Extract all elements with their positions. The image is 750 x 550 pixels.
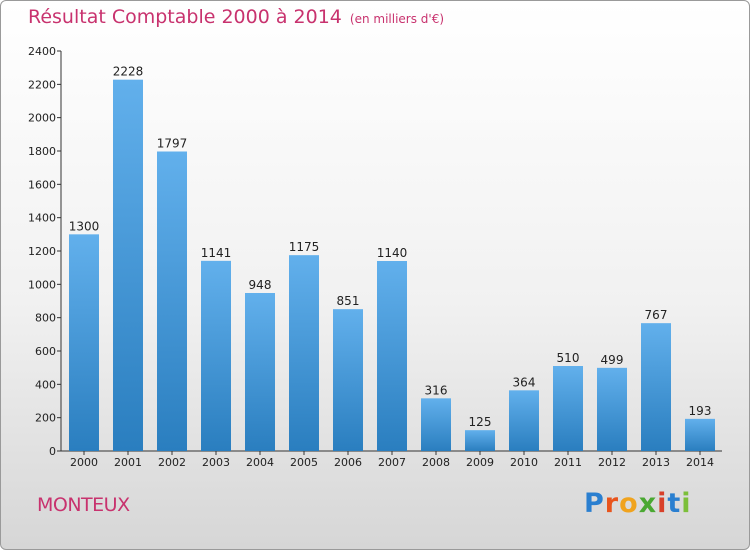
x-tick-label: 2012 — [598, 456, 626, 469]
logo-letter: i — [681, 488, 692, 519]
y-tick-label: 1600 — [28, 178, 56, 191]
bar — [377, 261, 407, 451]
y-tick-label: 2200 — [28, 78, 56, 91]
logo-letter: t — [667, 488, 682, 519]
x-tick-label: 2014 — [686, 456, 714, 469]
logo-letter: x — [638, 488, 658, 519]
y-tick-label: 0 — [49, 445, 56, 458]
logo-letter: o — [619, 488, 639, 519]
chart-title-main: Résultat Comptable 2000 à 2014 — [28, 6, 342, 28]
x-tick-label: 2013 — [642, 456, 670, 469]
x-tick-label: 2009 — [466, 456, 494, 469]
bar — [157, 151, 187, 451]
data-label: 499 — [601, 353, 624, 367]
bar — [289, 255, 319, 451]
x-tick-label: 2008 — [422, 456, 450, 469]
x-tick-label: 2003 — [202, 456, 230, 469]
bar — [201, 260, 231, 451]
x-tick-label: 2007 — [378, 456, 406, 469]
x-tick-label: 2002 — [158, 456, 186, 469]
commune-name: MONTEUX — [37, 494, 130, 516]
bar — [333, 309, 363, 451]
bar — [465, 430, 495, 451]
data-label: 1140 — [377, 246, 408, 260]
bar — [245, 293, 275, 451]
y-tick-label: 1800 — [28, 145, 56, 158]
y-tick-label: 800 — [35, 312, 56, 325]
bar — [641, 323, 671, 451]
data-label: 364 — [513, 375, 536, 389]
y-tick-label: 1200 — [28, 245, 56, 258]
logo-letter: r — [604, 488, 620, 519]
chart-title-unit: (en milliers d'€) — [349, 12, 445, 26]
bar — [597, 367, 627, 451]
y-tick-label: 600 — [35, 345, 56, 358]
proxiti-logo: Proxiti — [584, 488, 692, 519]
logo-letter: P — [584, 488, 605, 519]
x-tick-label: 2005 — [290, 456, 318, 469]
data-label: 851 — [337, 294, 360, 308]
chart-bars: 1300 2228 1797 1141 948 1175 851 1140 316 125 364 5… — [69, 65, 715, 452]
y-tick-label: 2000 — [28, 112, 56, 125]
x-tick-label: 2010 — [510, 456, 538, 469]
data-label: 767 — [645, 308, 668, 322]
x-tick-label: 2001 — [114, 456, 142, 469]
data-label: 125 — [469, 415, 492, 429]
bar — [421, 398, 451, 451]
data-label: 1175 — [289, 240, 320, 254]
data-label: 1300 — [69, 219, 100, 233]
data-label: 316 — [425, 383, 448, 397]
bar — [553, 366, 583, 451]
y-tick-label: 2400 — [28, 45, 56, 58]
data-label: 2228 — [113, 65, 144, 79]
y-tick-label: 200 — [35, 412, 56, 425]
data-label: 1141 — [201, 246, 232, 260]
bar — [113, 79, 143, 452]
data-label: 948 — [249, 278, 272, 292]
bar — [69, 234, 99, 451]
bar — [509, 390, 539, 451]
data-label: 510 — [557, 351, 580, 365]
chart-title: Résultat Comptable 2000 à 2014 (en millie… — [28, 6, 444, 28]
x-tick-label: 2000 — [70, 456, 98, 469]
x-tick-label: 2011 — [554, 456, 582, 469]
x-tick-label: 2006 — [334, 456, 362, 469]
x-tick-label: 2004 — [246, 456, 274, 469]
bar — [685, 418, 715, 451]
logo-letter: i — [657, 488, 668, 519]
data-label: 193 — [689, 404, 712, 418]
y-tick-label: 1000 — [28, 278, 56, 291]
y-tick-label: 1400 — [28, 212, 56, 225]
y-tick-label: 400 — [35, 378, 56, 391]
data-label: 1797 — [157, 137, 188, 151]
